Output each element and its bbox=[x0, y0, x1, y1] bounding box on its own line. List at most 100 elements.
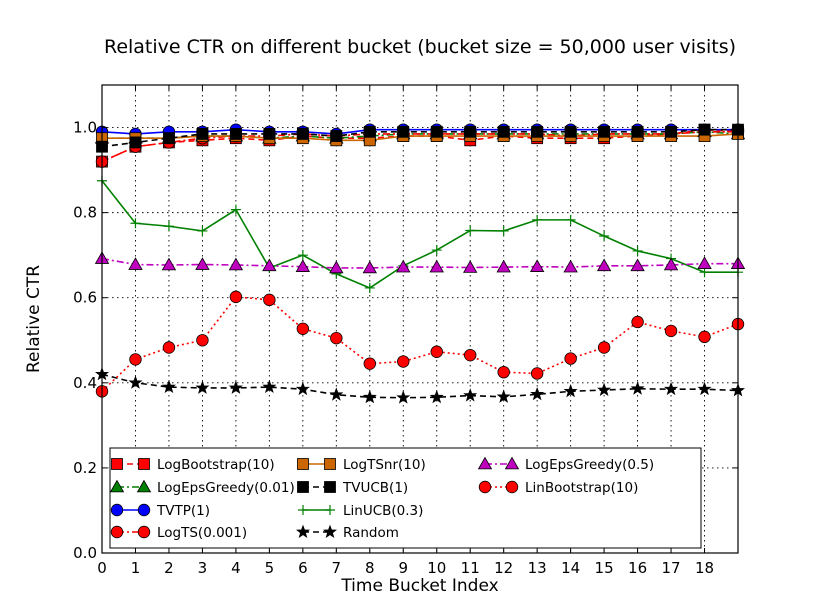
legend-item-logepsgreedy-0-01: LogEpsGreedy(0.01) bbox=[109, 479, 295, 496]
legend-marker bbox=[298, 505, 308, 515]
data-point-linucb-0-3 bbox=[230, 204, 241, 215]
legend-label: LogTSnr(10) bbox=[343, 457, 426, 473]
legend-item-tvtp-1: TVTP(1) bbox=[110, 503, 210, 519]
data-point-logepsgreedy-0-5 bbox=[362, 260, 377, 274]
data-point-tvucb-1 bbox=[430, 125, 443, 138]
y-tick-label: 0.4 bbox=[73, 374, 97, 392]
data-point-tvucb-1 bbox=[263, 128, 276, 140]
data-point-random bbox=[329, 387, 344, 401]
legend-marker bbox=[324, 481, 336, 493]
data-point-linucb-0-3 bbox=[465, 225, 476, 236]
y-axis-label: Relative CTR bbox=[24, 265, 44, 373]
x-tick-label: 12 bbox=[494, 559, 513, 577]
legend-item-logepsgreedy-0-5: LogEpsGreedy(0.5) bbox=[477, 456, 654, 473]
x-tick-label: 13 bbox=[528, 559, 547, 577]
legend-marker bbox=[136, 479, 152, 493]
data-point-random bbox=[128, 375, 143, 389]
x-axis-label: Time Bucket Index bbox=[340, 576, 498, 596]
data-point-linbootstrap-10 bbox=[229, 290, 243, 304]
x-tick-label: 0 bbox=[97, 559, 107, 577]
data-point-random bbox=[530, 386, 545, 401]
legend-label: LogEpsGreedy(0.5) bbox=[525, 457, 654, 473]
legend-marker bbox=[297, 481, 309, 493]
legend-box bbox=[109, 447, 702, 549]
data-point-linbootstrap-10 bbox=[464, 348, 477, 362]
data-point-random bbox=[697, 381, 712, 396]
data-point-linbootstrap-10 bbox=[263, 293, 276, 307]
data-point-random bbox=[463, 388, 478, 402]
data-point-linbootstrap-10 bbox=[430, 345, 443, 358]
data-point-linucb-0-3 bbox=[532, 214, 543, 225]
data-point-tvucb-1 bbox=[497, 125, 510, 138]
data-point-linbootstrap-10 bbox=[363, 357, 376, 370]
data-point-linucb-0-3 bbox=[130, 218, 141, 229]
x-tick-label: 1 bbox=[131, 559, 141, 577]
data-point-linbootstrap-10 bbox=[530, 367, 544, 380]
x-tick-label: 2 bbox=[164, 559, 174, 577]
data-point-random bbox=[664, 381, 679, 396]
data-point-linbootstrap-10 bbox=[296, 322, 310, 335]
legend-label: Random bbox=[343, 525, 399, 541]
plot-frame bbox=[101, 84, 739, 554]
legend-marker bbox=[111, 458, 123, 470]
data-point-tvucb-1 bbox=[564, 125, 577, 138]
data-point-logepsgreedy-0-5 bbox=[463, 260, 478, 273]
data-point-tvucb-1 bbox=[296, 128, 309, 140]
legend-marker bbox=[477, 456, 493, 470]
data-point-random bbox=[563, 383, 578, 398]
data-point-logepsgreedy-0-5 bbox=[697, 256, 712, 269]
legend-label: LinUCB(0.3) bbox=[343, 503, 423, 519]
data-point-linucb-0-3 bbox=[297, 250, 308, 261]
legend-marker bbox=[324, 458, 336, 470]
data-point-random bbox=[496, 389, 511, 403]
legend-item-logts-0-001: LogTS(0.001) bbox=[110, 525, 247, 541]
legend-marker bbox=[110, 525, 124, 539]
x-tick-label: 6 bbox=[298, 559, 308, 577]
x-tick-label: 9 bbox=[398, 559, 408, 577]
data-point-tvucb-1 bbox=[598, 125, 611, 138]
y-tick-label: 0.0 bbox=[73, 544, 97, 562]
data-point-random bbox=[429, 389, 444, 404]
legend-marker bbox=[325, 505, 335, 515]
data-point-linbootstrap-10 bbox=[631, 315, 644, 329]
x-tick-label: 17 bbox=[662, 559, 681, 577]
data-point-linbootstrap-10 bbox=[597, 341, 611, 354]
legend-marker bbox=[478, 480, 492, 494]
legend-label: LogTS(0.001) bbox=[157, 525, 247, 541]
data-point-tvucb-1 bbox=[196, 128, 209, 140]
data-point-linbootstrap-10 bbox=[129, 353, 142, 366]
x-tick-label: 14 bbox=[561, 559, 580, 577]
data-point-random bbox=[597, 382, 612, 397]
data-point-random bbox=[362, 389, 377, 404]
data-point-linbootstrap-10 bbox=[162, 341, 176, 354]
x-tick-label: 4 bbox=[231, 559, 241, 577]
data-point-tvucb-1 bbox=[229, 128, 242, 140]
x-tick-label: 8 bbox=[365, 559, 375, 577]
data-point-random bbox=[161, 379, 176, 394]
y-axis: 0.0 0.2 0.4 0.6 0.8 1.0 bbox=[73, 119, 738, 562]
y-tick-label: 0.6 bbox=[73, 289, 97, 307]
legend-marker bbox=[297, 458, 309, 470]
y-tick-label: 1.0 bbox=[73, 119, 97, 137]
data-point-logepsgreedy-0-5 bbox=[128, 257, 143, 270]
legend-marker bbox=[505, 480, 519, 494]
data-point-random bbox=[396, 390, 411, 404]
legend-label: TVUCB(1) bbox=[342, 480, 408, 496]
data-point-linbootstrap-10 bbox=[397, 355, 410, 368]
data-point-logepsgreedy-0-5 bbox=[496, 259, 511, 273]
data-point-linbootstrap-10 bbox=[698, 330, 711, 344]
legend-marker bbox=[322, 524, 338, 538]
legend-marker bbox=[138, 458, 150, 470]
legend-label: TVTP(1) bbox=[156, 503, 210, 519]
data-point-linucb-0-3 bbox=[431, 245, 442, 256]
data-point-tvucb-1 bbox=[665, 125, 677, 138]
legend-label: LogBootstrap(10) bbox=[157, 457, 275, 473]
data-point-logepsgreedy-0-5 bbox=[396, 259, 411, 273]
x-tick-label: 15 bbox=[595, 559, 614, 577]
data-point-logepsgreedy-0-5 bbox=[161, 257, 177, 271]
data-point-logepsgreedy-0-5 bbox=[663, 257, 679, 271]
data-point-linucb-0-3 bbox=[197, 225, 208, 236]
y-tick-label: 0.8 bbox=[73, 204, 97, 222]
data-point-linbootstrap-10 bbox=[664, 324, 678, 338]
